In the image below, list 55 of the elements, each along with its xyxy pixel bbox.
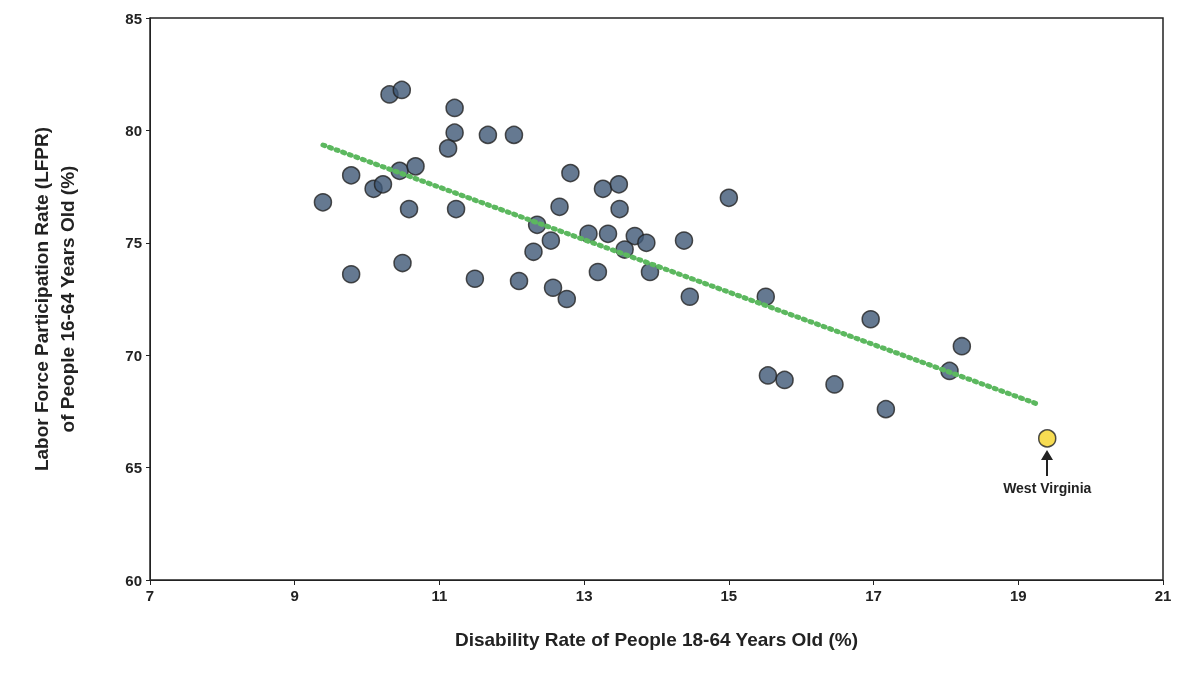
point <box>952 336 972 356</box>
point <box>509 271 529 291</box>
point <box>825 375 844 394</box>
point <box>373 175 393 194</box>
x-tick-label: 15 <box>720 587 738 604</box>
point <box>446 199 466 219</box>
point <box>758 366 778 385</box>
point <box>524 242 543 262</box>
point <box>399 199 419 219</box>
point <box>478 125 498 145</box>
x-tick-label: 17 <box>865 587 882 604</box>
point <box>1038 429 1057 448</box>
point <box>313 193 333 212</box>
point <box>543 278 563 298</box>
y-tick-label: 65 <box>125 459 142 477</box>
point <box>637 233 656 253</box>
point <box>341 265 361 284</box>
y-tick-label: 80 <box>125 121 142 139</box>
point <box>438 139 458 158</box>
point <box>445 123 464 142</box>
x-tick-label: 19 <box>1009 587 1027 604</box>
point <box>593 179 613 199</box>
point <box>588 262 608 282</box>
point <box>465 269 485 289</box>
y-axis-title: Labor Force Participation Rate (LFPR) of People 16-64 Years Old (%) <box>30 126 78 472</box>
point <box>598 224 618 244</box>
x-tick-label: 13 <box>575 587 593 604</box>
point <box>775 370 794 390</box>
x-tick-label: 9 <box>290 587 299 604</box>
x-axis-title: Disability Rate of People 18-64 Years Old (%) <box>454 629 859 650</box>
point <box>393 253 412 273</box>
point <box>610 199 629 219</box>
point <box>680 287 700 306</box>
point <box>341 166 361 185</box>
y-tick-label: 85 <box>125 9 142 27</box>
x-tick-label: 21 <box>1154 587 1172 604</box>
point <box>876 399 896 419</box>
point <box>445 98 464 118</box>
point <box>541 231 561 250</box>
y-tick-label: 70 <box>125 346 142 364</box>
x-tick-label: 7 <box>145 587 155 604</box>
x-tick-label: 11 <box>431 587 448 604</box>
y-tick-label: 60 <box>125 571 142 589</box>
point <box>674 231 694 250</box>
point <box>557 289 577 309</box>
point <box>550 197 569 217</box>
point <box>609 175 629 194</box>
point <box>861 309 880 329</box>
point <box>406 157 425 176</box>
point <box>561 163 580 183</box>
point <box>504 125 524 145</box>
annotation: West Virginia <box>1003 480 1092 497</box>
point <box>719 188 739 208</box>
y-tick-label: 75 <box>125 234 142 252</box>
point <box>392 80 412 100</box>
